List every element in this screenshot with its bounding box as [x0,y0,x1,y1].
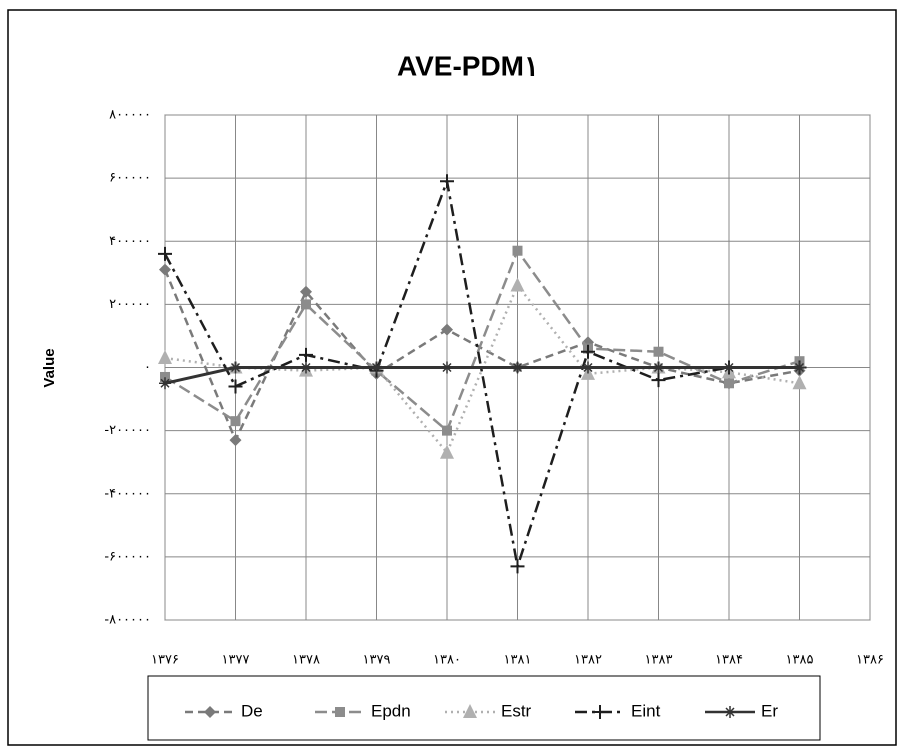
marker [204,706,216,718]
marker [792,375,807,390]
x-tick-label: ۱۳۷۸ [292,653,320,668]
marker [370,361,383,374]
legend-label: Eint [631,701,661,720]
x-tick-label: ۱۳۷۹ [363,653,391,668]
marker [160,371,170,382]
marker [301,299,311,310]
marker [158,246,172,261]
marker [724,706,736,718]
marker [299,347,313,362]
marker [510,277,525,292]
marker [512,245,523,256]
x-tick-label: ۱۳۷۷ [222,653,250,668]
legend-label: Er [761,701,778,720]
series-line [163,176,800,567]
chart-title: AVE-PDM۱ [397,50,539,81]
marker [511,361,524,374]
marker [652,361,665,374]
marker [442,425,452,436]
y-tick-label: ۸۰۰۰۰۰ [109,108,151,123]
marker [723,361,735,374]
y-tick-label: ۴۰۰۰۰۰ [109,234,151,249]
y-tick-label: -۲۰۰۰۰۰ [104,423,151,438]
legend-label: Epdn [371,701,411,720]
marker [159,377,171,390]
y-tick-label: -۶۰۰۰۰۰ [104,549,151,564]
series-line [163,269,800,444]
marker [441,361,453,374]
x-tick-label: ۱۳۸۱ [504,653,532,668]
marker [300,361,312,374]
marker [724,378,734,389]
x-tick-label: ۱۳۷۶ [151,653,179,668]
x-tick-label: ۱۳۸۳ [645,653,673,668]
marker [158,350,172,365]
y-tick-label: ۰ [144,360,151,375]
x-tick-label: ۱۳۸۶ [856,653,884,668]
y-tick-label: ۲۰۰۰۰۰ [109,297,151,312]
marker [440,444,454,459]
marker [582,361,594,374]
marker [463,704,477,718]
marker [335,707,345,717]
x-tick-label: ۱۳۸۲ [574,653,602,668]
marker [300,285,312,298]
y-tick-label: ۶۰۰۰۰۰ [109,171,151,186]
y-tick-label: -۸۰۰۰۰۰ [104,613,151,628]
marker [230,416,241,427]
marker [441,323,453,336]
marker [651,373,666,388]
marker [510,559,525,574]
marker [228,379,243,394]
marker [159,263,171,276]
legend-label: Estr [501,701,532,720]
marker [229,361,242,374]
marker [581,344,595,359]
y-axis-label: Value [41,348,58,387]
x-tick-label: ۱۳۸۵ [786,653,814,668]
marker [593,705,607,719]
legend-box [147,675,821,741]
marker [440,174,454,189]
x-tick-label: ۱۳۸۰ [433,653,461,668]
marker [793,361,806,374]
y-tick-label: -۴۰۰۰۰۰ [104,486,151,501]
legend-label: De [241,701,263,720]
marker [653,346,664,357]
x-tick-label: ۱۳۸۴ [715,653,743,668]
series-line [164,366,800,385]
marker [229,434,242,447]
